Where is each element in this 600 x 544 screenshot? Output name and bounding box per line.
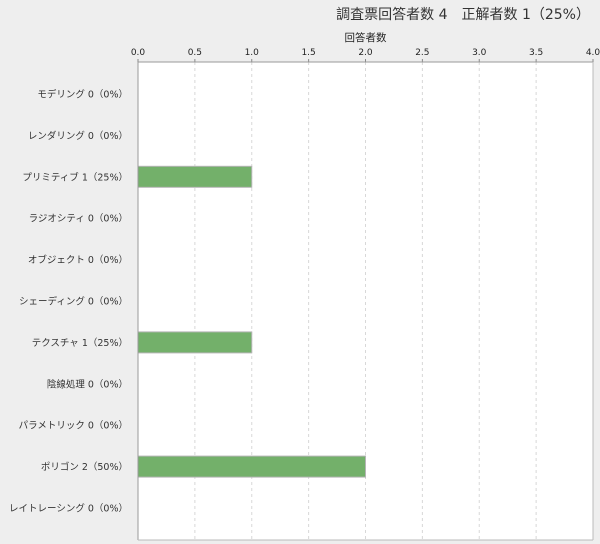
tick-label: 3.5 (529, 48, 543, 58)
tick-label: 2.0 (358, 48, 373, 58)
category-label: 陰線処理 0（0%） (47, 378, 128, 390)
category-label: ポリゴン 2（50%） (41, 461, 128, 473)
bar (137, 331, 253, 354)
category-label: ラジオシティ 0（0%） (29, 213, 128, 225)
category-label: レンダリング 0（0%） (28, 130, 128, 142)
category-label: モデリング 0（0%） (37, 89, 128, 101)
category-label: プリミティブ 1（25%） (22, 171, 128, 183)
tick-label: 3.0 (472, 48, 487, 58)
bar (137, 165, 253, 188)
category-label: レイトレーシング 0（0%） (9, 503, 128, 515)
tick-label: 2.5 (415, 48, 429, 58)
tick-label: 0.5 (188, 48, 202, 58)
tick-label: 0.0 (131, 48, 146, 58)
chart-title: 調査票回答者数 4 正解者数 1（25%） (336, 7, 590, 23)
category-label: パラメトリック 0（0%） (19, 420, 128, 432)
tick-label: 1.5 (301, 48, 315, 58)
bar (137, 455, 366, 478)
category-label: テクスチャ 1（25%） (32, 337, 128, 349)
category-label: シェーディング 0（0%） (19, 296, 128, 308)
category-label: オブジェクト 0（0%） (28, 254, 128, 266)
tick-label: 1.0 (245, 48, 260, 58)
tick-label: 4.0 (586, 48, 600, 58)
x-axis-label: 回答者数 (345, 31, 387, 44)
